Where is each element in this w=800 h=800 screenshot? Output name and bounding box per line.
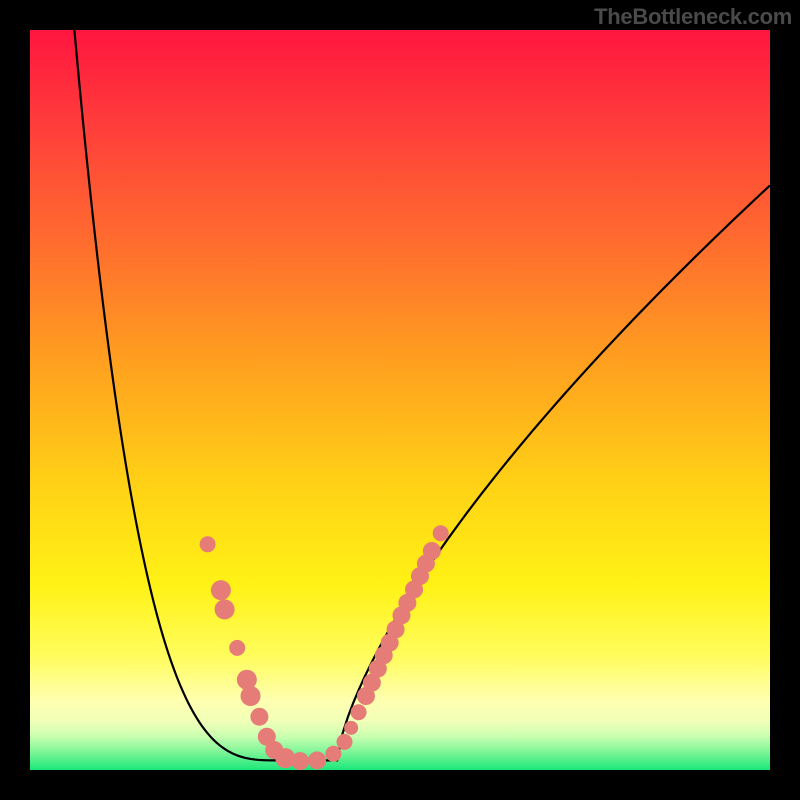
curve-marker — [344, 721, 358, 735]
curve-marker — [351, 704, 367, 720]
curve-marker — [291, 752, 309, 770]
curve-marker — [337, 734, 353, 750]
curve-marker — [325, 746, 341, 762]
curve-marker — [211, 580, 231, 600]
curve-marker — [433, 525, 449, 541]
curve-marker — [215, 599, 235, 619]
curve-marker — [308, 751, 326, 769]
curve-marker — [229, 640, 245, 656]
bottleneck-v-curve-chart — [0, 0, 800, 800]
watermark-text: TheBottleneck.com — [594, 4, 792, 30]
chart-container: TheBottleneck.com — [0, 0, 800, 800]
curve-marker — [241, 686, 261, 706]
curve-marker — [250, 708, 268, 726]
curve-marker — [423, 542, 441, 560]
curve-marker — [200, 536, 216, 552]
plot-background-gradient — [30, 30, 770, 770]
